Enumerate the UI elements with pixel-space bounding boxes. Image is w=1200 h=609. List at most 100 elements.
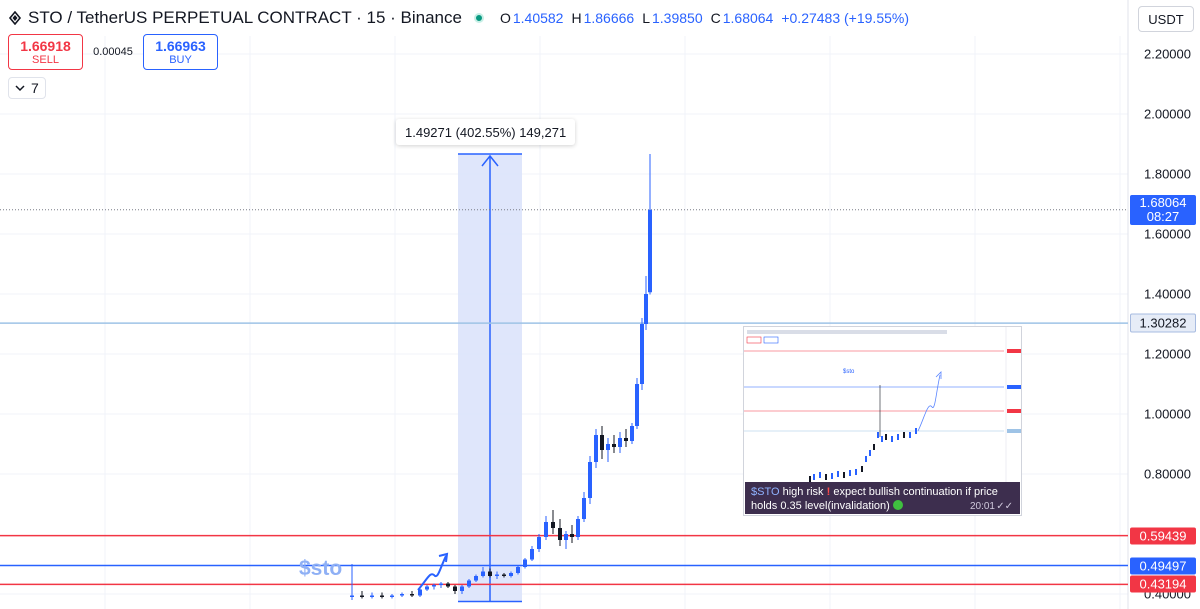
current-price: 1.68064: [1139, 194, 1187, 210]
candle-body: [618, 438, 622, 447]
mini-arrow: [917, 374, 941, 432]
mini-candle: [891, 436, 893, 442]
message-text: expect bullish continuation if price hol…: [751, 486, 998, 512]
candle-body: [453, 586, 457, 591]
candle-body: [564, 534, 568, 540]
candle-body: [502, 574, 506, 576]
sto-annotation: $sto: [299, 557, 342, 580]
currency-selector[interactable]: USDT: [1138, 6, 1194, 32]
candle-body: [644, 294, 648, 324]
candle-body: [439, 583, 443, 585]
mini-candle: [873, 444, 875, 450]
candle-body: [410, 594, 414, 596]
candle-body: [467, 580, 471, 587]
mini-candle: [881, 436, 883, 442]
symbol-title[interactable]: STO / TetherUS PERPETUAL CONTRACT · 15 ·…: [28, 8, 462, 27]
mini-candle: [819, 472, 821, 478]
candle-body: [544, 522, 548, 537]
candle-body: [516, 567, 520, 573]
read-receipt-icon: ✓✓: [996, 501, 1013, 512]
candle-body: [582, 498, 586, 519]
mini-level-badge: [1007, 349, 1021, 353]
mini-candle: [813, 474, 815, 480]
sell-label: SELL: [32, 53, 59, 66]
mini-header-text: [747, 330, 947, 334]
mini-candle: [825, 474, 827, 480]
mini-candle: [909, 432, 911, 438]
buy-price: 1.66963: [155, 37, 206, 54]
symbol-logo-icon: [8, 11, 22, 25]
mini-candle: [855, 469, 857, 475]
candle-body: [576, 519, 580, 537]
candle-body: [481, 571, 485, 576]
change-value: +0.27483 (+19.55%): [781, 10, 909, 26]
mini-level-badge: [1007, 409, 1021, 413]
candle-body: [630, 426, 634, 441]
price-tick-label: 1.00000: [1144, 406, 1191, 422]
candle-body: [558, 528, 562, 540]
mini-candle: [843, 472, 845, 478]
candle-body: [460, 586, 464, 591]
mini-candle: [877, 432, 879, 438]
bar-countdown: 08:27: [1146, 208, 1180, 224]
price-tick-label: 2.20000: [1144, 46, 1191, 62]
candle-body: [523, 559, 527, 567]
green-circle-icon: [892, 500, 903, 510]
candle-body: [418, 589, 422, 596]
mini-sell-button: [746, 336, 762, 344]
candle-body: [624, 438, 628, 441]
message-ticker: $STO: [751, 486, 780, 498]
warning-icon: !: [826, 486, 831, 498]
level-badge-resistance: 1.30282: [1130, 313, 1196, 333]
candle-body: [648, 209, 652, 293]
sell-button[interactable]: 1.66918 SELL: [8, 34, 83, 70]
close-value: 1.68064: [722, 10, 774, 26]
price-tick-label: 0.80000: [1144, 466, 1191, 482]
trade-panel: 1.66918 SELL 0.00045 1.66963 BUY: [8, 34, 218, 70]
candle-body: [530, 549, 534, 560]
candle-body: [570, 534, 574, 537]
mini-candle: [837, 471, 839, 477]
candle-body: [350, 595, 354, 597]
mini-buy-button: [763, 336, 779, 344]
buy-button[interactable]: 1.66963 BUY: [143, 34, 218, 70]
candle-body: [588, 462, 592, 498]
indicators-toggle-button[interactable]: 7: [8, 77, 46, 99]
candle-body: [495, 574, 499, 576]
candle-body: [551, 522, 555, 528]
embedded-chat-screenshot: $sto $STO high risk ! expect bullish con…: [743, 326, 1022, 516]
mini-chart-label: $sto: [843, 369, 855, 375]
candle-body: [594, 435, 598, 462]
sell-price: 1.66918: [20, 37, 71, 54]
candle-body: [640, 324, 644, 384]
open-key: O: [499, 10, 511, 26]
price-tick-label: 1.20000: [1144, 346, 1191, 362]
candle-body: [360, 595, 364, 597]
candle-body: [474, 576, 478, 581]
mini-level-badge: [1007, 385, 1021, 389]
mini-arrow-head: [935, 371, 942, 379]
high-key: H: [571, 10, 582, 26]
high-value: 1.86666: [583, 10, 635, 26]
price-tick-label: 1.80000: [1144, 166, 1191, 182]
measure-arrow-head: [481, 154, 499, 167]
hand-drawn-arrow-head: [438, 552, 449, 563]
candle-body: [635, 384, 639, 426]
close-key: C: [710, 10, 721, 26]
candle-body: [390, 595, 394, 597]
price-tick-label: 2.00000: [1144, 106, 1191, 122]
indicators-count: 7: [31, 80, 39, 96]
mini-candle: [885, 434, 887, 440]
candle-body: [509, 573, 513, 576]
buy-label: BUY: [169, 53, 192, 66]
candle-body: [425, 586, 429, 590]
chart-header: STO / TetherUS PERPETUAL CONTRACT · 15 ·…: [0, 0, 1120, 36]
mini-candle: [915, 428, 917, 434]
mini-candle: [897, 434, 899, 440]
candle-body: [612, 444, 616, 447]
mini-level-badge: [1007, 429, 1021, 433]
low-value: 1.39850: [652, 10, 703, 26]
mini-candle: [903, 432, 905, 438]
current-price-badge: 1.68064 08:27: [1130, 194, 1196, 225]
